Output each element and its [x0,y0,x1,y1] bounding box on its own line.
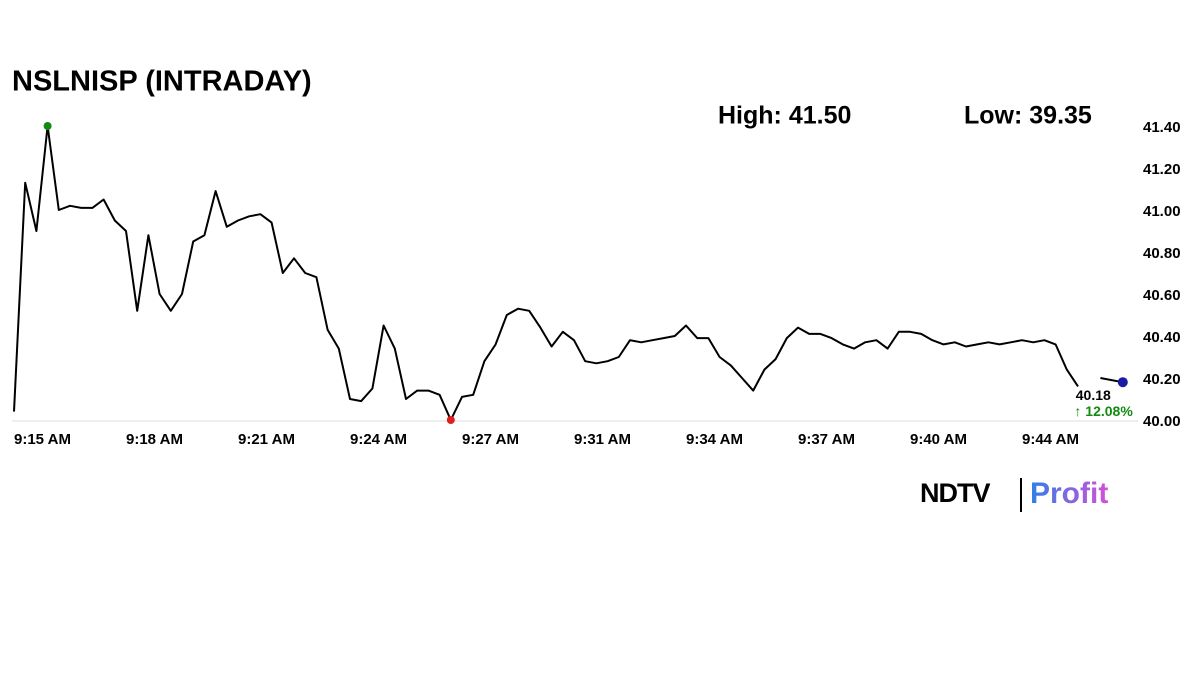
x-tick-label: 9:44 AM [1022,431,1079,448]
last-value-label: 40.18 [1076,387,1111,403]
x-tick-label: 9:18 AM [126,431,183,448]
y-tick-label: 40.00 [1143,413,1181,430]
logo-profit: Profit [1030,477,1108,510]
price-line [13,125,1079,421]
x-tick-label: 9:34 AM [686,431,743,448]
logo-ndtv: NDTV [920,478,990,508]
x-tick-label: 9:21 AM [238,431,295,448]
x-tick-label: 9:27 AM [462,431,519,448]
low-label: Low: 39.35 [964,102,1092,130]
high-label: High: 41.50 [718,102,851,130]
y-tick-label: 41.40 [1143,119,1181,136]
last-marker [1117,377,1128,388]
low-marker [446,416,455,424]
y-tick-label: 40.20 [1143,371,1181,388]
change-label: ↑ 12.08% [1074,403,1133,419]
y-tick-label: 40.60 [1143,287,1181,304]
y-tick-label: 40.40 [1143,329,1181,346]
x-tick-label: 9:24 AM [350,431,407,448]
x-tick-label: 9:15 AM [14,431,71,448]
x-tick-label: 9:31 AM [574,431,631,448]
x-tick-label: 9:37 AM [798,431,855,448]
y-tick-label: 40.80 [1143,245,1181,262]
x-tick-label: 9:40 AM [910,431,967,448]
high-marker [43,122,52,130]
y-tick-label: 41.20 [1143,161,1181,178]
chart-title: NSLNISP (INTRADAY) [12,66,312,98]
y-tick-label: 41.00 [1143,203,1181,220]
